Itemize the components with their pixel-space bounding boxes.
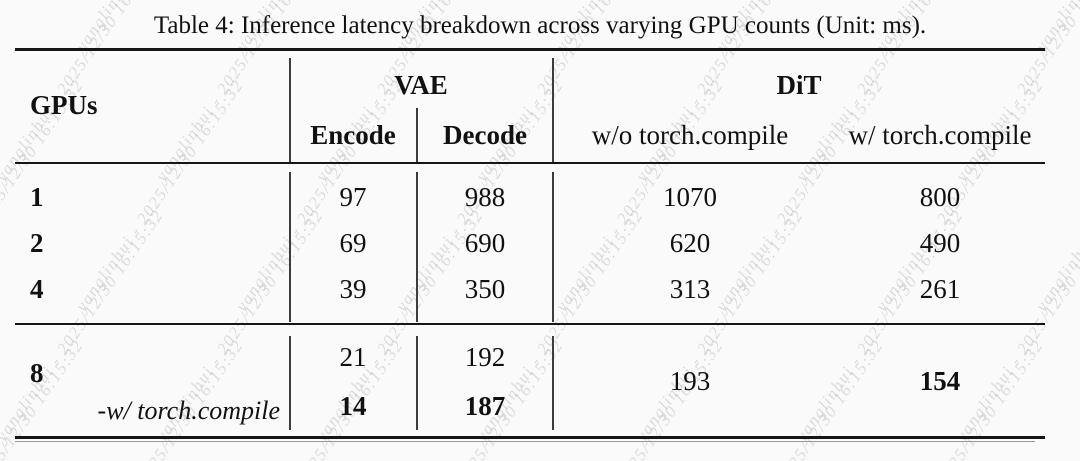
row-2-dit-with-compile: 490 xyxy=(919,228,961,258)
row-8-dit-with-compile: 154 xyxy=(919,366,961,396)
vline-vae-dit-bottom xyxy=(552,336,554,430)
row-8-vae-decode: 192 xyxy=(464,342,506,372)
row-8-variant-label: -w/ torch.compile xyxy=(97,396,280,425)
header-dit: DiT xyxy=(776,70,822,100)
watermark-text: yanglinhui - 2025/12/30 16:15:32 xyxy=(551,335,728,461)
rule-top xyxy=(15,48,1045,51)
rule-bottom xyxy=(15,436,1045,439)
header-gpus: GPUs xyxy=(30,90,98,120)
watermark-text: yanglinhui - 2025/12/30 16:15:32 xyxy=(711,335,888,461)
row-8-vae-decode-compiled: 187 xyxy=(464,391,506,421)
row-4-dit-without-compile: 313 xyxy=(669,274,711,304)
row-2-vae-encode: 69 xyxy=(339,228,367,258)
vline-encode-decode-header xyxy=(416,108,418,162)
row-8-vae-encode: 21 xyxy=(339,342,367,372)
row-8-vae-encode-compiled: 14 xyxy=(339,391,367,421)
row-1-gpus: 1 xyxy=(30,182,44,212)
watermark-text: yanglinhui - 2025/12/30 16:15:32 xyxy=(871,335,1048,461)
row-2-vae-decode: 690 xyxy=(464,228,506,258)
vline-gpus-vae-body xyxy=(289,172,291,322)
row-2-gpus: 2 xyxy=(30,228,44,258)
row-1-vae-encode: 97 xyxy=(339,182,367,212)
rule-above-bottom-block xyxy=(15,323,1045,325)
row-4-vae-decode: 350 xyxy=(464,274,506,304)
vline-gpus-vae-header xyxy=(289,58,291,162)
row-4-dit-with-compile: 261 xyxy=(919,274,961,304)
header-dit-with-compile: w/ torch.compile xyxy=(848,120,1032,150)
row-4-vae-encode: 39 xyxy=(339,274,367,304)
row-4-gpus: 4 xyxy=(30,274,44,304)
vline-gpus-vae-bottom xyxy=(289,336,291,430)
table-caption: Table 4: Inference latency breakdown acr… xyxy=(153,12,927,39)
vline-encode-decode-body xyxy=(416,172,418,322)
header-dit-without-compile: w/o torch.compile xyxy=(591,120,789,150)
rule-below-header xyxy=(15,162,1045,164)
vline-vae-dit-header xyxy=(552,58,554,162)
row-8-gpus: 8 xyxy=(30,358,44,388)
row-8-dit-without-compile: 193 xyxy=(669,366,711,396)
rule-bottom-shadow xyxy=(15,441,1035,442)
row-1-dit-without-compile: 1070 xyxy=(663,182,717,212)
row-1-vae-decode: 988 xyxy=(464,182,506,212)
vline-encode-decode-bottom xyxy=(416,336,418,430)
watermark-text: yanglinhui - 2025/12/30 16:15:32 xyxy=(1032,336,1080,461)
row-1-dit-with-compile: 800 xyxy=(919,182,961,212)
vline-vae-dit-body xyxy=(552,172,554,322)
header-encode: Encode xyxy=(310,120,396,150)
row-2-dit-without-compile: 620 xyxy=(669,228,711,258)
header-vae: VAE xyxy=(394,70,448,100)
header-decode: Decode xyxy=(443,120,527,150)
